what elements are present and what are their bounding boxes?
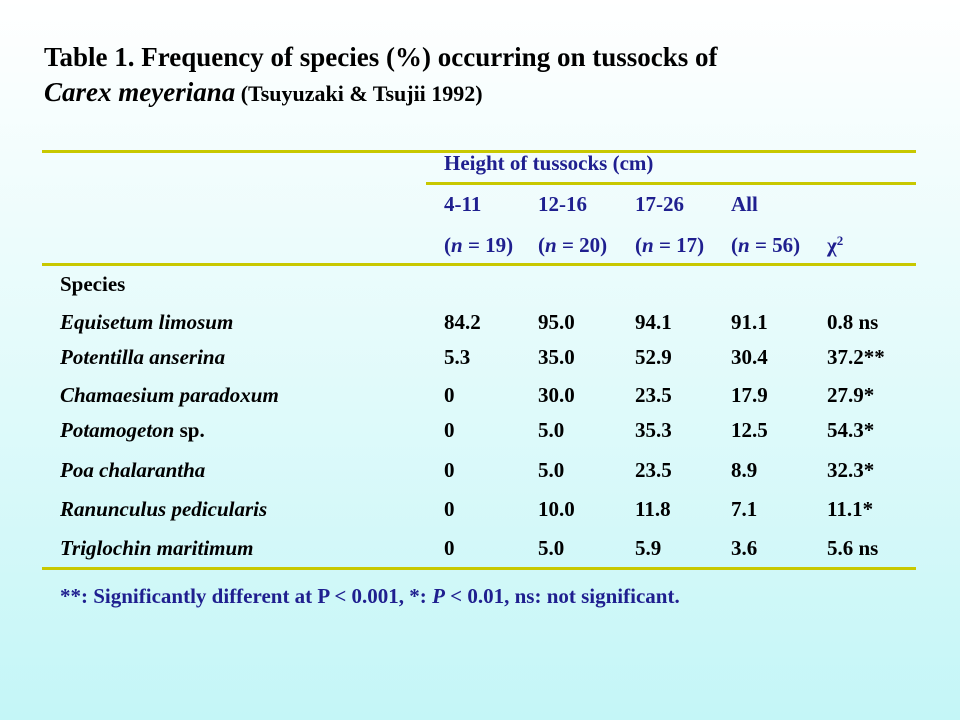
col-header-4: All <box>731 192 758 216</box>
value-12-16: 10.0 <box>538 497 575 521</box>
header-rule <box>42 263 916 266</box>
value-all: 17.9 <box>731 383 768 407</box>
footnote: **: Significantly different at P < 0.001… <box>60 584 680 608</box>
n-header-2: (n = 20) <box>538 233 608 257</box>
col-header-2: 12-16 <box>538 192 587 216</box>
species-name: Potamogeton sp. <box>60 418 205 442</box>
chi-square-header: χ2 <box>827 233 844 257</box>
value-4-11: 0 <box>444 536 455 560</box>
value-12-16: 5.0 <box>538 536 565 560</box>
value-4-11: 0 <box>444 497 455 521</box>
species-name: Potentilla anserina <box>60 345 226 369</box>
title-line-2: Carex meyeriana (Tsuyuzaki & Tsujii 1992… <box>44 75 924 111</box>
value-17-26: 23.5 <box>635 383 672 407</box>
value-12-16: 35.0 <box>538 345 575 369</box>
n-header-3: (n = 17) <box>635 233 705 257</box>
bottom-rule <box>42 567 916 570</box>
value-chi-square: 54.3* <box>827 418 875 442</box>
value-all: 91.1 <box>731 310 768 334</box>
value-chi-square: 0.8 ns <box>827 310 879 334</box>
value-all: 30.4 <box>731 345 768 369</box>
value-4-11: 0 <box>444 418 455 442</box>
species-name: Triglochin maritimum <box>60 536 254 560</box>
value-all: 12.5 <box>731 418 768 442</box>
species-header: Species <box>60 272 126 296</box>
value-chi-square: 11.1* <box>827 497 874 521</box>
species-name: Equisetum limosum <box>60 310 234 334</box>
value-17-26: 35.3 <box>635 418 672 442</box>
title-line-1: Table 1. Frequency of species (%) occurr… <box>44 42 718 72</box>
value-all: 3.6 <box>731 536 758 560</box>
col-header-3: 17-26 <box>635 192 684 216</box>
table-title: Table 1. Frequency of species (%) occurr… <box>44 40 924 111</box>
value-17-26: 94.1 <box>635 310 672 334</box>
species-name: Poa chalarantha <box>60 458 206 482</box>
value-chi-square: 27.9* <box>827 383 875 407</box>
title-species: Carex meyeriana <box>44 77 236 107</box>
value-chi-square: 37.2** <box>827 345 885 369</box>
value-4-11: 5.3 <box>444 345 471 369</box>
value-12-16: 5.0 <box>538 418 565 442</box>
value-4-11: 0 <box>444 458 455 482</box>
value-12-16: 30.0 <box>538 383 575 407</box>
species-name: Chamaesium paradoxum <box>60 383 279 407</box>
value-17-26: 52.9 <box>635 345 672 369</box>
value-all: 7.1 <box>731 497 758 521</box>
value-12-16: 5.0 <box>538 458 565 482</box>
value-chi-square: 5.6 ns <box>827 536 879 560</box>
n-header-1: (n = 19) <box>444 233 514 257</box>
value-chi-square: 32.3* <box>827 458 875 482</box>
top-rule <box>42 150 916 153</box>
title-citation: (Tsuyuzaki & Tsujii 1992) <box>235 81 483 106</box>
species-name: Ranunculus pedicularis <box>60 497 268 521</box>
group-rule <box>426 182 916 185</box>
value-17-26: 5.9 <box>635 536 662 560</box>
value-4-11: 0 <box>444 383 455 407</box>
value-17-26: 23.5 <box>635 458 672 482</box>
n-header-4: (n = 56) <box>731 233 801 257</box>
value-all: 8.9 <box>731 458 758 482</box>
value-12-16: 95.0 <box>538 310 575 334</box>
group-header: Height of tussocks (cm) <box>444 151 654 175</box>
col-header-1: 4-11 <box>444 192 482 216</box>
value-17-26: 11.8 <box>635 497 671 521</box>
value-4-11: 84.2 <box>444 310 481 334</box>
